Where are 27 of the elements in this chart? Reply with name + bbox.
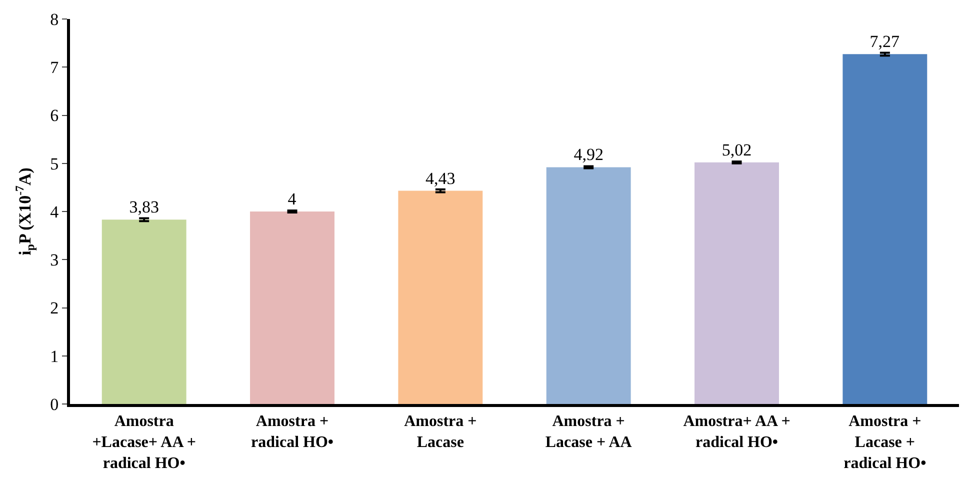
y-tick-label: 5 xyxy=(50,154,59,174)
y-tick-label: 8 xyxy=(50,10,59,29)
data-label: 7,27 xyxy=(870,32,900,52)
data-label: 4,43 xyxy=(426,168,456,188)
x-tick-label: Amostra + Lacase + radical HO• xyxy=(844,413,926,472)
y-tick-label: 1 xyxy=(50,346,59,366)
bar xyxy=(694,162,779,404)
data-label: 3,83 xyxy=(129,198,159,217)
x-tick-label: Amostra+ AA + radical HO• xyxy=(683,413,790,451)
y-tick-label: 7 xyxy=(50,58,60,78)
data-label: 5,02 xyxy=(722,140,752,160)
y-tick-label: 3 xyxy=(50,250,59,270)
bar xyxy=(546,167,631,404)
bar xyxy=(398,190,483,404)
bar xyxy=(842,54,928,404)
y-tick-label: 2 xyxy=(50,298,59,318)
y-tick-label: 6 xyxy=(50,106,59,126)
bar xyxy=(102,220,186,404)
x-tick-label: Amostra + Lacase xyxy=(404,413,477,451)
x-tick-label: Amostra + Lacase + AA xyxy=(545,413,632,451)
x-tick-label: Amostra +Lacase+ AA + radical HO• xyxy=(92,413,196,472)
x-tick-label: Amostra + radical HO• xyxy=(251,413,334,451)
data-label: 4 xyxy=(288,190,297,208)
bar xyxy=(250,212,334,404)
data-label: 4,92 xyxy=(574,145,604,164)
y-tick-label: 4 xyxy=(50,202,60,222)
y-tick-label: 0 xyxy=(50,394,59,414)
